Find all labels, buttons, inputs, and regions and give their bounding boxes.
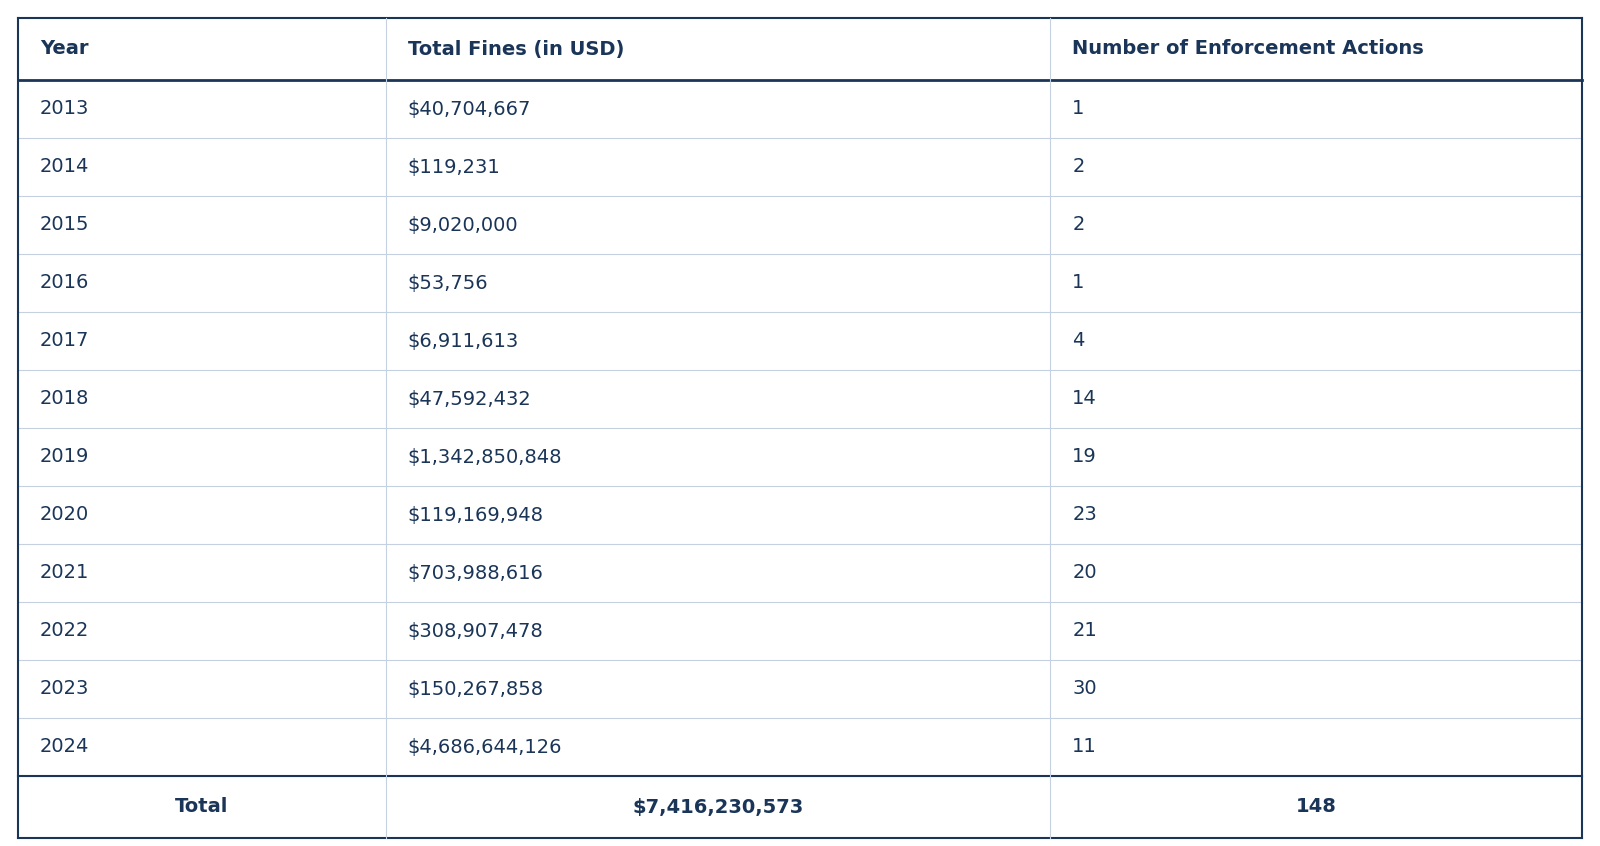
Text: 148: 148 [1296, 798, 1336, 816]
Text: $7,416,230,573: $7,416,230,573 [632, 798, 803, 816]
Text: $119,231: $119,231 [408, 157, 501, 177]
Text: 2013: 2013 [40, 100, 90, 118]
Bar [18, 428, 1582, 486]
Text: 2024: 2024 [40, 738, 90, 756]
Text: 2020: 2020 [40, 506, 90, 525]
Text: 2017: 2017 [40, 332, 90, 350]
Text: 2018: 2018 [40, 389, 90, 409]
Bar [18, 196, 1582, 254]
Text: $119,169,948: $119,169,948 [408, 506, 544, 525]
Text: Number of Enforcement Actions: Number of Enforcement Actions [1072, 40, 1424, 58]
Text: $150,267,858: $150,267,858 [408, 679, 544, 699]
Bar [18, 370, 1582, 428]
Bar [18, 486, 1582, 544]
Bar [18, 544, 1582, 602]
Text: 14: 14 [1072, 389, 1098, 409]
Text: 2022: 2022 [40, 622, 90, 640]
Text: $40,704,667: $40,704,667 [408, 100, 531, 118]
Text: Total: Total [174, 798, 229, 816]
Bar [18, 138, 1582, 196]
Text: 21: 21 [1072, 622, 1098, 640]
Text: 2023: 2023 [40, 679, 90, 699]
Text: 2: 2 [1072, 216, 1085, 234]
Text: 2016: 2016 [40, 273, 90, 293]
Text: 4: 4 [1072, 332, 1085, 350]
Text: 2021: 2021 [40, 563, 90, 583]
Bar [18, 776, 1582, 838]
Text: Total Fines (in USD): Total Fines (in USD) [408, 40, 624, 58]
Text: 2015: 2015 [40, 216, 90, 234]
Text: $53,756: $53,756 [408, 273, 488, 293]
Bar [18, 660, 1582, 718]
Bar [18, 602, 1582, 660]
Bar [18, 312, 1582, 370]
Text: 1: 1 [1072, 100, 1085, 118]
Text: 2: 2 [1072, 157, 1085, 177]
Text: 2019: 2019 [40, 448, 90, 466]
Text: Year: Year [40, 40, 88, 58]
Text: $9,020,000: $9,020,000 [408, 216, 518, 234]
Text: $6,911,613: $6,911,613 [408, 332, 518, 350]
Text: 20: 20 [1072, 563, 1098, 583]
Bar [18, 80, 1582, 138]
Text: $4,686,644,126: $4,686,644,126 [408, 738, 562, 756]
Text: 23: 23 [1072, 506, 1098, 525]
Text: $703,988,616: $703,988,616 [408, 563, 544, 583]
Text: 30: 30 [1072, 679, 1098, 699]
Text: $1,342,850,848: $1,342,850,848 [408, 448, 562, 466]
Bar [18, 254, 1582, 312]
Bar [18, 18, 1582, 80]
Text: 19: 19 [1072, 448, 1098, 466]
Text: $308,907,478: $308,907,478 [408, 622, 544, 640]
Text: 2014: 2014 [40, 157, 90, 177]
Text: 11: 11 [1072, 738, 1098, 756]
Text: 1: 1 [1072, 273, 1085, 293]
Bar [18, 718, 1582, 776]
Text: $47,592,432: $47,592,432 [408, 389, 531, 409]
